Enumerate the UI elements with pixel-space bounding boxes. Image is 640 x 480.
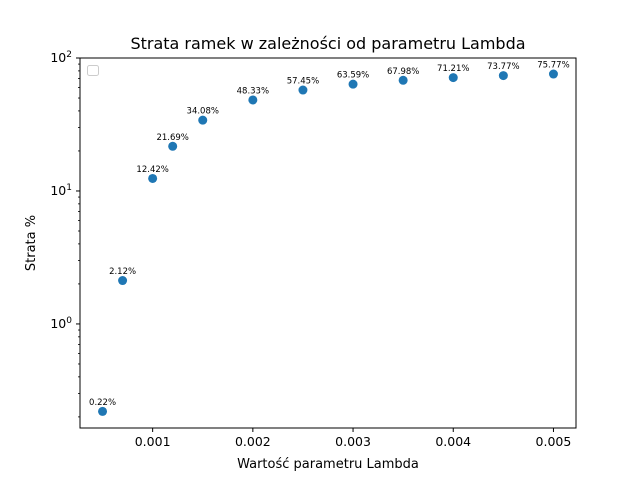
point-label: 67.98% <box>387 67 419 77</box>
points-layer <box>98 69 558 416</box>
point-label: 63.59% <box>337 71 369 81</box>
point-label: 2.12% <box>109 267 136 277</box>
x-tick-label: 0.001 <box>135 434 171 449</box>
data-point <box>548 69 558 79</box>
data-point <box>448 73 458 83</box>
data-point <box>168 141 178 151</box>
plot-area <box>80 58 576 428</box>
point-label: 12.42% <box>136 165 168 175</box>
point-label: 21.69% <box>156 133 188 143</box>
data-point <box>118 276 128 286</box>
point-labels-layer: 0.22% 2.12% 12.42% 21.69% 34.08% 48.33% 57.45%… <box>89 61 570 408</box>
x-tick-label: 0.004 <box>435 434 471 449</box>
y-tick-label: 100 <box>50 316 72 331</box>
point-label: 75.77% <box>537 61 569 71</box>
point-label: 71.21% <box>437 64 469 74</box>
data-point <box>198 115 208 125</box>
x-tick-label: 0.005 <box>536 434 572 449</box>
y-axis-ticks: 100 101 102 <box>50 50 80 418</box>
point-label: 73.77% <box>487 62 519 72</box>
y-tick-label: 102 <box>50 50 72 65</box>
y-tick-label: 101 <box>50 183 72 198</box>
x-axis-ticks: 0.001 0.002 0.003 0.004 0.005 <box>135 428 572 449</box>
x-axis-label: Wartość parametru Lambda <box>237 457 419 472</box>
data-point <box>148 173 158 183</box>
data-point <box>348 79 358 89</box>
point-label: 34.08% <box>187 107 219 117</box>
x-tick-label: 0.003 <box>335 434 371 449</box>
plot-frame <box>79 57 577 429</box>
data-point <box>298 85 308 95</box>
data-point <box>98 406 108 416</box>
point-label: 0.22% <box>89 398 116 408</box>
y-axis-label: Strata % <box>24 215 39 271</box>
chart-title: Strata ramek w zależności od parametru L… <box>130 34 525 53</box>
legend-box <box>87 65 99 76</box>
point-label: 57.45% <box>287 77 319 87</box>
data-point <box>248 95 258 105</box>
data-point <box>498 71 508 81</box>
x-tick-label: 0.002 <box>235 434 271 449</box>
point-label: 48.33% <box>237 86 269 96</box>
data-point <box>398 75 408 85</box>
